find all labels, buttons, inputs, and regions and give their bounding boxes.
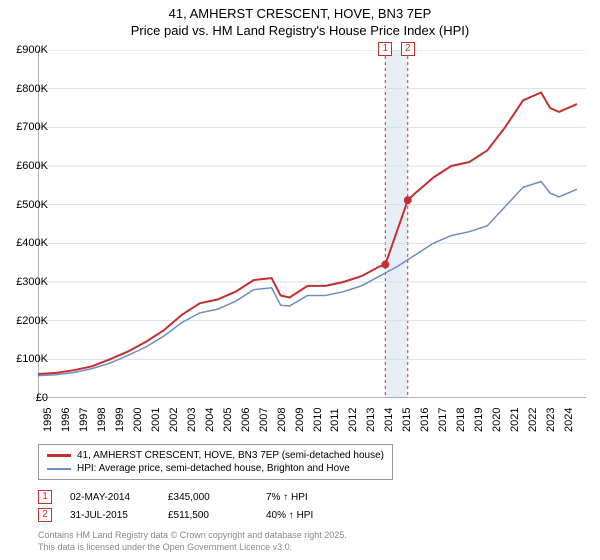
x-tick-label: 2005 <box>222 408 234 432</box>
x-tick-label: 2022 <box>527 408 539 432</box>
chart-plot-area <box>38 50 586 398</box>
x-tick-label: 2023 <box>545 408 557 432</box>
legend-item: 41, AMHERST CRESCENT, HOVE, BN3 7EP (sem… <box>47 449 384 462</box>
x-tick-label: 2019 <box>473 408 485 432</box>
y-tick-label: £600K <box>16 160 48 172</box>
y-tick-label: £400K <box>16 237 48 249</box>
sale-marker-badge: 1 <box>378 42 392 56</box>
x-tick-label: 2020 <box>491 408 503 432</box>
x-tick-label: 2010 <box>312 408 324 432</box>
x-tick-label: 2017 <box>437 408 449 432</box>
x-tick-label: 1998 <box>96 408 108 432</box>
x-tick-label: 1995 <box>42 408 54 432</box>
x-tick-label: 2011 <box>329 408 341 432</box>
sale-marker-icon: 2 <box>38 508 52 522</box>
sale-row: 2 31-JUL-2015 £511,500 40% ↑ HPI <box>38 506 346 524</box>
x-tick-label: 2001 <box>150 408 162 432</box>
x-tick-label: 1996 <box>60 408 72 432</box>
x-tick-label: 2024 <box>563 408 575 432</box>
x-tick-label: 2015 <box>401 408 413 432</box>
x-tick-label: 2013 <box>365 408 377 432</box>
sale-date: 31-JUL-2015 <box>70 510 150 521</box>
y-tick-label: £500K <box>16 199 48 211</box>
legend: 41, AMHERST CRESCENT, HOVE, BN3 7EP (sem… <box>38 444 393 480</box>
x-tick-label: 1997 <box>78 408 90 432</box>
legend-label: 41, AMHERST CRESCENT, HOVE, BN3 7EP (sem… <box>77 450 384 461</box>
sale-pct: 40% ↑ HPI <box>266 510 346 521</box>
x-tick-label: 2014 <box>383 408 395 432</box>
legend-swatch <box>47 454 71 457</box>
sale-price: £345,000 <box>168 492 248 503</box>
sales-table: 1 02-MAY-2014 £345,000 7% ↑ HPI 2 31-JUL… <box>38 488 346 524</box>
sale-marker-badge: 2 <box>401 42 415 56</box>
sale-row: 1 02-MAY-2014 £345,000 7% ↑ HPI <box>38 488 346 506</box>
x-tick-label: 2018 <box>455 408 467 432</box>
x-tick-label: 2006 <box>240 408 252 432</box>
chart-svg <box>38 50 586 398</box>
legend-swatch <box>47 468 71 470</box>
x-tick-label: 2000 <box>132 408 144 432</box>
chart-title-line1: 41, AMHERST CRESCENT, HOVE, BN3 7EP <box>0 0 600 23</box>
x-tick-label: 2003 <box>186 408 198 432</box>
attribution-line: This data is licensed under the Open Gov… <box>38 542 347 554</box>
x-tick-label: 2016 <box>419 408 431 432</box>
attribution: Contains HM Land Registry data © Crown c… <box>38 530 347 553</box>
sale-pct: 7% ↑ HPI <box>266 492 346 503</box>
legend-item: HPI: Average price, semi-detached house,… <box>47 462 384 475</box>
x-tick-label: 2009 <box>294 408 306 432</box>
x-tick-label: 2002 <box>168 408 180 432</box>
y-tick-label: £700K <box>16 121 48 133</box>
x-tick-label: 1999 <box>114 408 126 432</box>
chart-container: 41, AMHERST CRESCENT, HOVE, BN3 7EP Pric… <box>0 0 600 560</box>
x-tick-label: 2021 <box>509 408 521 432</box>
legend-label: HPI: Average price, semi-detached house,… <box>77 463 350 474</box>
y-tick-label: £900K <box>16 44 48 56</box>
x-tick-label: 2012 <box>347 408 359 432</box>
sale-price: £511,500 <box>168 510 248 521</box>
sale-marker-icon: 1 <box>38 490 52 504</box>
x-tick-label: 2004 <box>204 408 216 432</box>
sale-date: 02-MAY-2014 <box>70 492 150 503</box>
y-tick-label: £200K <box>16 315 48 327</box>
y-tick-label: £800K <box>16 83 48 95</box>
y-tick-label: £0 <box>36 392 48 404</box>
x-tick-label: 2007 <box>258 408 270 432</box>
x-tick-label: 2008 <box>276 408 288 432</box>
attribution-line: Contains HM Land Registry data © Crown c… <box>38 530 347 542</box>
y-tick-label: £100K <box>16 353 48 365</box>
y-tick-label: £300K <box>16 276 48 288</box>
chart-title-line2: Price paid vs. HM Land Registry's House … <box>0 23 600 38</box>
